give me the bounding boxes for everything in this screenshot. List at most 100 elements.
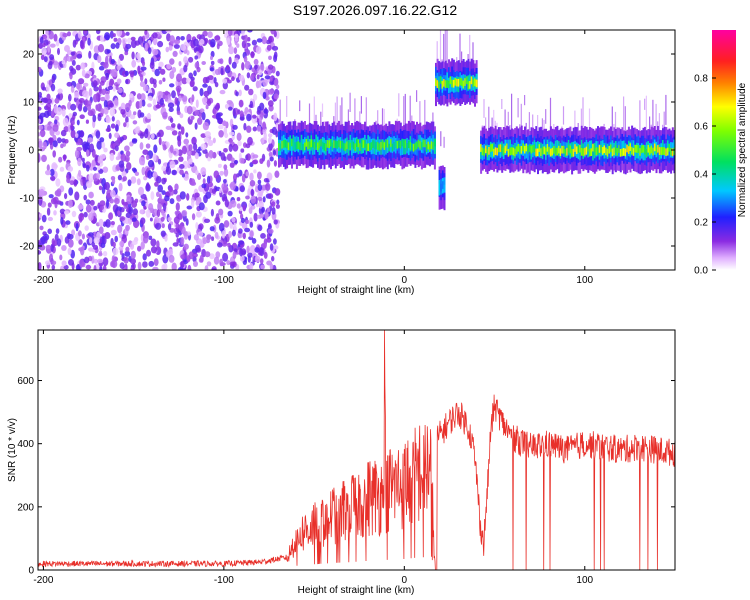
- heatmap-cell: [190, 115, 195, 120]
- heatmap-cell: [249, 262, 254, 270]
- heatmap-cell: [501, 99, 503, 109]
- heatmap-cell: [267, 89, 275, 95]
- heatmap-cell: [245, 171, 250, 177]
- heatmap-cell: [136, 178, 141, 186]
- snr-frame: [37, 329, 676, 571]
- heatmap-cell: [271, 207, 276, 215]
- heatmap-cell: [245, 219, 250, 224]
- heatmap-cell: [396, 141, 399, 149]
- heatmap-cell: [465, 76, 468, 85]
- heatmap-cell: [76, 146, 83, 152]
- heatmap-cell: [253, 169, 257, 174]
- heatmap-cell: [313, 141, 316, 150]
- heatmap-cell: [217, 66, 221, 75]
- heatmap-cell: [231, 61, 237, 69]
- heatmap-cell: [489, 144, 492, 152]
- heatmap-cell: [228, 106, 233, 111]
- heatmap-cell: [605, 147, 608, 156]
- heatmap-cell: [80, 130, 84, 138]
- heatmap-cell: [652, 147, 655, 156]
- heatmap-cell: [464, 78, 467, 86]
- heatmap-cell: [538, 144, 541, 152]
- heatmap-cell: [645, 149, 648, 157]
- heatmap-cell: [401, 139, 404, 155]
- heatmap-cell: [209, 226, 215, 232]
- bottom-y-axis-label: SNR (10 * v/v): [7, 418, 18, 482]
- heatmap-cell: [658, 147, 661, 155]
- heatmap-cell: [240, 148, 245, 153]
- heatmap-cell: [504, 109, 506, 139]
- heatmap-cell: [158, 61, 164, 68]
- heatmap-cell: [528, 144, 531, 153]
- heatmap-cell: [148, 260, 155, 267]
- heatmap-cell: [235, 186, 239, 192]
- heatmap-cell: [187, 264, 192, 270]
- heatmap-cell: [512, 147, 515, 156]
- heatmap-cell: [168, 254, 175, 263]
- heatmap-cell: [146, 249, 151, 257]
- heatmap-cell: [153, 144, 158, 154]
- heatmap-cell: [491, 143, 494, 152]
- heatmap-cell: [528, 112, 530, 143]
- heatmap-cell: [237, 140, 242, 147]
- heatmap-cell: [169, 198, 175, 205]
- heatmap-cell: [96, 30, 101, 35]
- heatmap-cell: [84, 225, 89, 231]
- heatmap-cell: [56, 137, 62, 144]
- heatmap-cell: [318, 140, 321, 149]
- heatmap-cell: [239, 116, 245, 121]
- heatmap-cell: [446, 80, 449, 88]
- heatmap-cell: [167, 217, 172, 222]
- heatmap-cell: [501, 144, 504, 153]
- heatmap-cell: [226, 260, 231, 266]
- heatmap-cell: [666, 147, 669, 156]
- heatmap-cell: [575, 146, 578, 155]
- heatmap-cell: [231, 76, 235, 82]
- heatmap-cell: [110, 58, 116, 65]
- heatmap-cell: [657, 144, 660, 153]
- heatmap-cell: [88, 50, 92, 59]
- heatmap-cell: [267, 193, 274, 200]
- heatmap-cell: [446, 72, 449, 88]
- heatmap-cell: [137, 65, 141, 75]
- heatmap-cell: [461, 78, 463, 87]
- heatmap-cell: [343, 142, 345, 151]
- heatmap-cell: [470, 76, 473, 85]
- heatmap-cell: [218, 130, 224, 138]
- heatmap-cell: [143, 84, 149, 92]
- heatmap-cell: [75, 133, 79, 138]
- bottom-x-ticks: -200 -100 0 100: [33, 330, 594, 586]
- heatmap-cell: [632, 140, 635, 156]
- heatmap-cell: [227, 242, 231, 248]
- heatmap-cell: [360, 96, 362, 114]
- heatmap-cell: [198, 231, 204, 237]
- heatmap-cell: [67, 199, 73, 208]
- heatmap-cell: [143, 129, 149, 139]
- heatmap-cell: [588, 140, 591, 157]
- heatmap-cell: [639, 100, 641, 144]
- heatmap-cell: [203, 137, 210, 143]
- heatmap-cell: [323, 142, 326, 151]
- heatmap-cell: [243, 56, 248, 63]
- heatmap-cell: [160, 230, 166, 237]
- heatmap-cell: [475, 79, 478, 88]
- heatmap-cell: [78, 98, 85, 103]
- heatmap-cell: [271, 45, 279, 51]
- heatmap-cell: [38, 240, 41, 245]
- heatmap-cell: [89, 199, 95, 206]
- heatmap-cell: [247, 136, 253, 146]
- heatmap-cell: [43, 141, 47, 150]
- heatmap-cell: [42, 86, 46, 91]
- heatmap-cell: [68, 93, 72, 102]
- heatmap-cell: [223, 168, 229, 177]
- heatmap-cell: [222, 121, 227, 126]
- heatmap-cell: [50, 110, 55, 117]
- heatmap-cell: [275, 84, 280, 90]
- heatmap-cell: [457, 78, 460, 87]
- heatmap-cell: [185, 218, 189, 226]
- heatmap-cell: [582, 148, 585, 157]
- heatmap-cell: [217, 242, 223, 248]
- heatmap-cell: [62, 32, 68, 38]
- heatmap-cell: [427, 141, 430, 150]
- heatmap-cell: [584, 147, 587, 156]
